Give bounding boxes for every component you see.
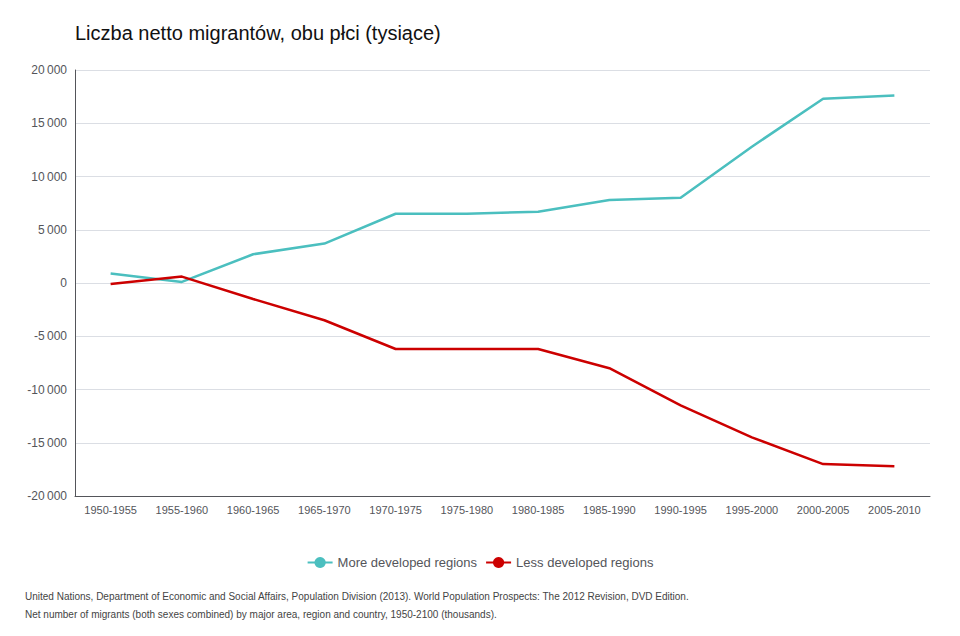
svg-text:1960-1965: 1960-1965 [227, 504, 280, 516]
svg-text:2005-2010: 2005-2010 [868, 504, 921, 516]
svg-text:Liczba netto migrantów, obu pł: Liczba netto migrantów, obu płci (tysiąc… [75, 22, 441, 44]
svg-text:-5 000: -5 000 [34, 329, 67, 343]
svg-text:1955-1960: 1955-1960 [156, 504, 209, 516]
svg-text:-10 000: -10 000 [27, 383, 67, 397]
svg-text:1965-1970: 1965-1970 [298, 504, 351, 516]
svg-text:5 000: 5 000 [38, 223, 67, 237]
svg-text:1990-1995: 1990-1995 [654, 504, 707, 516]
svg-text:1980-1985: 1980-1985 [512, 504, 565, 516]
svg-text:Less developed regions: Less developed regions [516, 555, 654, 570]
svg-text:-15 000: -15 000 [27, 436, 67, 450]
svg-text:10 000: 10 000 [31, 170, 67, 184]
svg-text:More developed regions: More developed regions [338, 555, 478, 570]
svg-text:1975-1980: 1975-1980 [441, 504, 494, 516]
svg-text:15 000: 15 000 [31, 116, 67, 130]
svg-text:United Nations, Department of: United Nations, Department of Economic a… [25, 591, 689, 602]
svg-text:1950-1955: 1950-1955 [84, 504, 137, 516]
svg-text:1985-1990: 1985-1990 [583, 504, 636, 516]
svg-text:-20 000: -20 000 [27, 489, 67, 503]
svg-text:20 000: 20 000 [31, 63, 67, 77]
svg-text:2000-2005: 2000-2005 [797, 504, 850, 516]
svg-text:1995-2000: 1995-2000 [726, 504, 779, 516]
svg-text:1970-1975: 1970-1975 [369, 504, 422, 516]
svg-text:0: 0 [60, 276, 67, 290]
svg-text:Net number of migrants (both s: Net number of migrants (both sexes combi… [25, 609, 497, 620]
